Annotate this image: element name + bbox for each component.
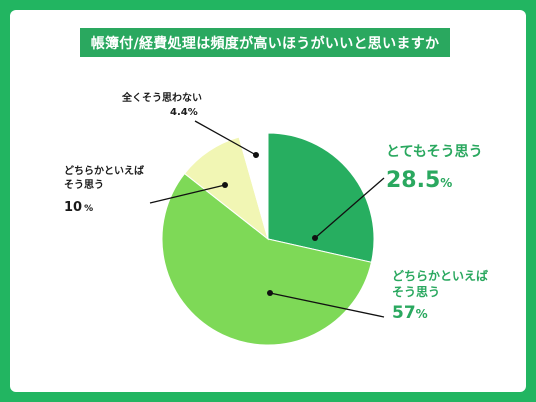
- slice-label-somewhat-agree-2: どちらかといえば そう思う 10%: [64, 165, 144, 217]
- leader-line-very-agree: [314, 177, 385, 239]
- slice-label-very-agree-value: 28.5%: [386, 166, 483, 196]
- pie-slice-very-agree: [267, 132, 375, 263]
- slice-label-very-agree-text: とてもそう思う: [386, 144, 483, 160]
- slice-label-very-agree: とてもそう思う 28.5%: [386, 143, 483, 196]
- slice-label-somewhat-agree: どちらかといえば そう思う 57%: [392, 268, 488, 325]
- leader-line-somewhat-agree-2: [149, 184, 226, 204]
- slice-label-somewhat-agree-2-value: 10%: [64, 195, 144, 217]
- slice-unit-disagree: %: [187, 106, 198, 118]
- slice-unit-somewhat-agree: %: [415, 307, 428, 322]
- slice-label-disagree-text: 全くそう思わない: [122, 93, 202, 104]
- pie-slice-somewhat-agree: [161, 172, 373, 346]
- slice-value-disagree: 4.4: [170, 106, 188, 118]
- slice-label-somewhat-agree-line2: そう思う: [392, 285, 441, 300]
- slice-value-somewhat-agree: 57: [392, 303, 416, 324]
- slice-unit-very-agree: %: [440, 175, 453, 190]
- slice-value-somewhat-agree-2: 10: [64, 200, 83, 215]
- slice-label-somewhat-agree-2-line2: そう思う: [64, 179, 104, 191]
- leader-line-somewhat-agree-dot: [267, 290, 273, 296]
- leader-line-somewhat-agree: [269, 292, 385, 318]
- chart-title: 帳簿付/経費処理は頻度が高いほうがいいと思いますか: [80, 28, 450, 57]
- leader-line-disagree: [194, 120, 257, 156]
- slice-label-disagree-value: 4.4%: [122, 106, 202, 120]
- leader-line-disagree-dot: [253, 152, 259, 158]
- slice-label-disagree: 全くそう思わない 4.4%: [122, 92, 202, 119]
- slice-value-very-agree: 28.5: [386, 167, 441, 193]
- slice-label-somewhat-agree-2-line1: どちらかといえば: [64, 166, 144, 177]
- slice-label-somewhat-agree-line1: どちらかといえば: [392, 269, 489, 283]
- pie-slice-disagree: [238, 132, 269, 240]
- leader-line-very-agree-dot: [312, 235, 318, 241]
- slice-label-somewhat-agree-value: 57%: [392, 302, 488, 325]
- leader-line-somewhat-agree-2-dot: [222, 182, 228, 188]
- slice-unit-somewhat-agree-2: %: [84, 204, 94, 214]
